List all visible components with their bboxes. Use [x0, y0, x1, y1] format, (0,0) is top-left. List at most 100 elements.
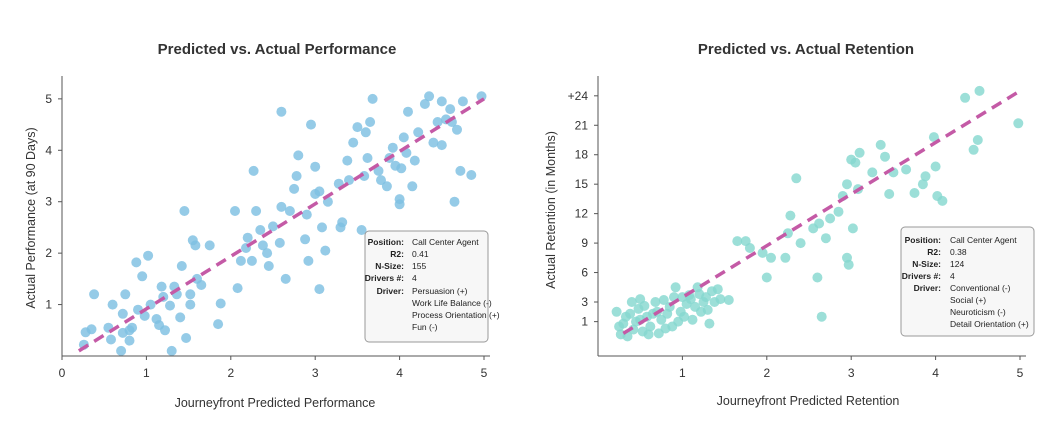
performance-data-point: [373, 165, 384, 176]
retention-data-point: [968, 144, 979, 155]
performance-data-point: [156, 281, 167, 292]
performance-data-point: [137, 271, 148, 282]
retention-y-tick-label: +24: [568, 89, 589, 103]
retention-data-point: [833, 206, 844, 217]
retention-data-point: [658, 295, 669, 305]
retention-y-tick-label: 12: [575, 207, 589, 221]
info-value: 0.38: [950, 247, 967, 257]
performance-data-point: [362, 153, 373, 163]
performance-y-tick-label: 2: [45, 246, 52, 260]
performance-data-point: [455, 165, 466, 176]
info-value: Fun (-): [412, 322, 438, 332]
performance-data-point: [293, 150, 304, 161]
info-key: Driver:: [914, 283, 942, 293]
performance-data-point: [376, 175, 386, 186]
performance-data-point: [291, 171, 302, 181]
performance-data-point: [166, 345, 177, 356]
retention-data-point: [780, 252, 791, 263]
performance-data-point: [251, 206, 262, 216]
performance-data-point: [367, 93, 378, 104]
retention-data-point: [744, 243, 755, 253]
performance-info-box: Position: Call Center Agent R2: 0.41 N-S…: [364, 230, 500, 343]
performance-x-ticks: 0 1 2 3 4 5: [59, 356, 488, 380]
performance-data-point: [257, 240, 268, 251]
retention-x-axis-label: Journeyfront Predicted Retention: [717, 394, 900, 408]
performance-x-axis-label: Journeyfront Predicted Performance: [175, 396, 376, 410]
retention-data-point: [639, 300, 650, 311]
performance-points: [78, 91, 487, 356]
retention-points: [611, 85, 1024, 342]
retention-x-tick-label: 2: [763, 366, 770, 380]
retention-data-point: [820, 233, 831, 244]
performance-data-point: [116, 345, 127, 356]
retention-data-point: [702, 304, 713, 315]
performance-data-point: [337, 217, 348, 228]
info-value: Social (+): [950, 295, 986, 305]
info-value: 0.41: [412, 249, 429, 259]
info-key: Drivers #:: [365, 273, 404, 283]
retention-data-point: [917, 179, 928, 190]
performance-data-point: [181, 333, 192, 343]
retention-data-point: [920, 171, 931, 182]
retention-y-tick-label: 3: [581, 295, 588, 309]
info-value: Persuasion (+): [412, 286, 468, 296]
performance-data-point: [215, 298, 226, 309]
performance-data-point: [284, 206, 295, 216]
info-key: N-Size:: [375, 261, 404, 271]
performance-data-point: [432, 117, 443, 127]
performance-data-point: [280, 273, 291, 284]
retention-data-point: [685, 294, 696, 305]
retention-data-point: [867, 167, 878, 178]
performance-data-point: [466, 170, 477, 180]
retention-data-point: [723, 295, 734, 305]
performance-x-tick-label: 5: [481, 366, 488, 380]
retention-data-point: [854, 147, 865, 158]
performance-data-point: [232, 283, 243, 294]
performance-data-point: [143, 250, 154, 261]
info-value: Conventional (-): [950, 283, 1011, 293]
performance-data-point: [301, 209, 312, 220]
retention-y-tick-label: 9: [581, 236, 588, 250]
performance-data-point: [160, 325, 170, 336]
retention-data-point: [816, 311, 827, 322]
performance-data-point: [255, 225, 266, 235]
retention-data-point: [875, 139, 886, 150]
performance-data-point: [314, 284, 325, 295]
retention-data-point: [626, 297, 637, 307]
performance-data-point: [306, 119, 316, 130]
info-value: Call Center Agent: [950, 235, 1017, 245]
retention-data-point: [625, 308, 636, 319]
performance-data-point: [289, 183, 300, 194]
performance-y-tick-label: 3: [45, 195, 52, 209]
performance-x-tick-label: 4: [396, 366, 403, 380]
retention-data-point: [712, 284, 723, 295]
performance-data-point: [242, 232, 253, 243]
performance-data-point: [419, 99, 430, 109]
performance-data-point: [310, 161, 321, 172]
performance-data-point: [262, 248, 273, 259]
retention-data-point: [670, 282, 681, 293]
retention-data-point: [812, 272, 823, 283]
info-value: Call Center Agent: [412, 237, 479, 247]
performance-x-tick-label: 2: [227, 366, 234, 380]
performance-data-point: [348, 137, 359, 148]
performance-data-point: [276, 106, 287, 117]
retention-y-tick-label: 6: [581, 266, 588, 280]
info-value: 155: [412, 261, 426, 271]
performance-data-point: [86, 324, 97, 335]
retention-data-point: [937, 195, 948, 206]
performance-data-point: [398, 132, 409, 143]
retention-data-point: [1013, 118, 1024, 129]
retention-y-tick-label: 15: [575, 177, 589, 191]
retention-x-tick-label: 1: [679, 366, 686, 380]
performance-data-point: [204, 240, 215, 251]
retention-x-tick-label: 4: [932, 366, 939, 380]
retention-data-point: [814, 218, 825, 229]
retention-x-tick-label: 3: [848, 366, 855, 380]
performance-y-tick-label: 5: [45, 92, 52, 106]
retention-y-tick-label: 18: [575, 148, 589, 162]
retention-data-point: [761, 272, 772, 283]
performance-data-point: [213, 319, 224, 330]
performance-data-point: [124, 335, 135, 346]
performance-data-point: [263, 261, 274, 271]
